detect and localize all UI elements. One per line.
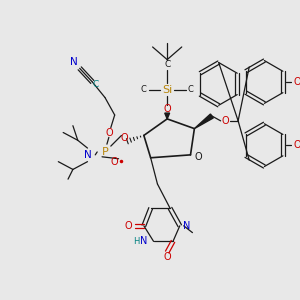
Text: O: O <box>105 128 113 137</box>
Text: O: O <box>293 77 300 87</box>
Text: C: C <box>188 85 194 94</box>
Text: C: C <box>164 60 170 69</box>
Text: N: N <box>70 57 78 67</box>
Text: O: O <box>111 157 118 167</box>
Text: N: N <box>84 150 92 160</box>
Text: O: O <box>121 133 128 143</box>
Text: N: N <box>140 236 148 246</box>
Text: O: O <box>164 104 171 114</box>
Text: H: H <box>133 237 139 246</box>
Polygon shape <box>194 114 213 129</box>
Text: C: C <box>141 85 147 94</box>
Text: Si: Si <box>162 85 172 95</box>
Text: O: O <box>293 140 300 150</box>
Text: O: O <box>124 221 132 231</box>
Text: O: O <box>164 252 171 262</box>
Text: N: N <box>183 221 190 231</box>
Text: C: C <box>92 80 98 89</box>
Text: O: O <box>222 116 229 126</box>
Text: O: O <box>194 152 202 162</box>
Polygon shape <box>165 113 170 119</box>
Text: P: P <box>102 147 108 157</box>
